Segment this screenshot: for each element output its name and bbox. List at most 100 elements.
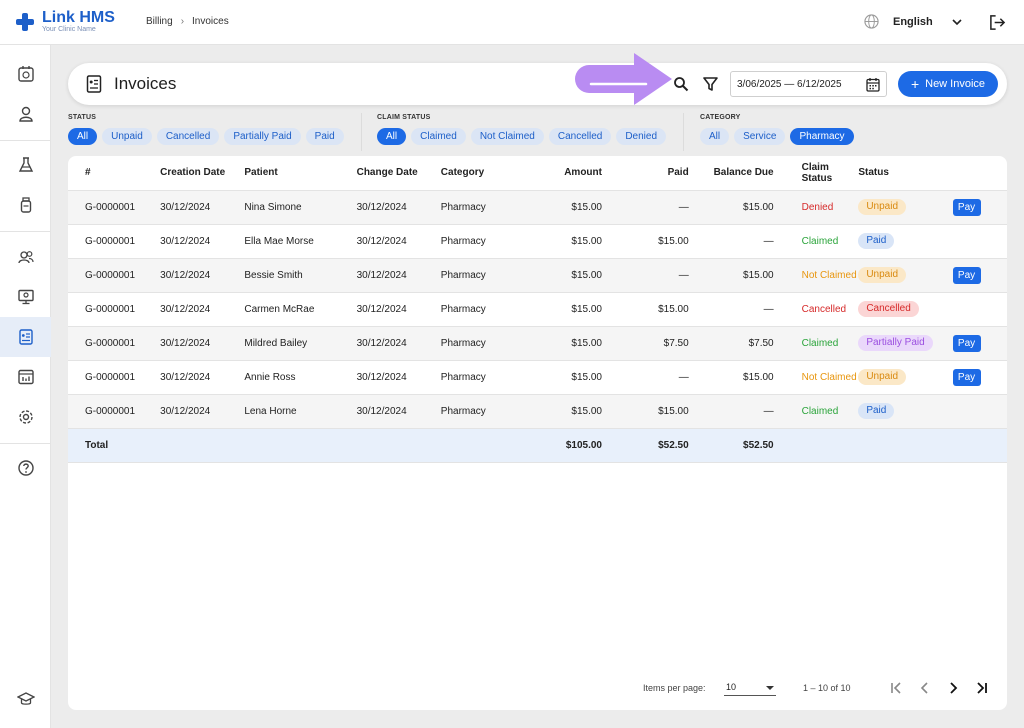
category-filter-label: CATEGORY bbox=[700, 114, 741, 121]
claim-chip-denied[interactable]: Denied bbox=[616, 128, 667, 145]
status-chip-unpaid[interactable]: Unpaid bbox=[102, 128, 152, 145]
sidebar-item-help[interactable] bbox=[0, 448, 51, 488]
logout-icon[interactable] bbox=[989, 14, 1006, 31]
first-page-icon[interactable] bbox=[889, 681, 903, 695]
app-logo[interactable]: Link HMS Your Clinic Name bbox=[16, 10, 115, 34]
pay-button[interactable]: Pay bbox=[952, 198, 981, 216]
total-label: Total bbox=[68, 428, 161, 463]
amount: $15.00 bbox=[524, 360, 602, 395]
invoice-icon bbox=[86, 75, 102, 93]
previous-page-icon[interactable] bbox=[918, 681, 932, 695]
breadcrumb: Billing › Invoices bbox=[146, 16, 229, 27]
table-row[interactable]: G-0000001 30/12/2024 Mildred Bailey 30/12/2… bbox=[68, 326, 1007, 361]
column-header-id[interactable]: # bbox=[68, 156, 161, 191]
sidebar-item-patients[interactable] bbox=[0, 94, 51, 134]
claim-chip-cancelled[interactable]: Cancelled bbox=[548, 128, 612, 145]
sidebar-item-calendar[interactable] bbox=[0, 54, 51, 94]
claim-status: Cancelled bbox=[773, 292, 859, 327]
filter-divider bbox=[361, 113, 362, 151]
sidebar-item-invoices[interactable] bbox=[0, 317, 51, 357]
items-per-page-select[interactable]: 10 bbox=[724, 680, 776, 696]
table-row[interactable]: G-0000001 30/12/2024 Annie Ross 30/12/2024 P… bbox=[68, 360, 1007, 395]
status-chip-cancelled[interactable]: Cancelled bbox=[156, 128, 220, 145]
sidebar-item-learning[interactable] bbox=[0, 679, 51, 719]
table-header-row: # Creation Date Patient Change Date Cate… bbox=[68, 156, 1007, 191]
column-header-amount[interactable]: Amount bbox=[524, 156, 602, 191]
change-date: 30/12/2024 bbox=[356, 394, 441, 429]
sidebar-item-reports[interactable] bbox=[0, 357, 51, 397]
column-header-balance-due[interactable]: Balance Due bbox=[688, 156, 774, 191]
column-header-creation-date[interactable]: Creation Date bbox=[160, 156, 245, 191]
calendar-icon[interactable] bbox=[866, 77, 880, 92]
balance-due: $15.00 bbox=[688, 360, 774, 395]
total-amount: $105.00 bbox=[524, 428, 602, 463]
creation-date: 30/12/2024 bbox=[160, 326, 245, 361]
amount: $15.00 bbox=[524, 190, 602, 225]
claim-status-filter-label: CLAIM STATUS bbox=[377, 114, 431, 121]
patient-name: Nina Simone bbox=[244, 190, 357, 225]
globe-icon bbox=[864, 14, 879, 29]
table-row[interactable]: G-0000001 30/12/2024 Nina Simone 30/12/2024… bbox=[68, 190, 1007, 225]
balance-due: — bbox=[688, 292, 774, 327]
column-header-status[interactable]: Status bbox=[858, 156, 953, 191]
filter-icon[interactable] bbox=[703, 76, 718, 92]
creation-date: 30/12/2024 bbox=[160, 360, 245, 395]
column-header-patient[interactable]: Patient bbox=[244, 156, 357, 191]
claim-chip-claimed[interactable]: Claimed bbox=[411, 128, 466, 145]
balance-due: — bbox=[688, 394, 774, 429]
calendar-icon bbox=[17, 66, 34, 82]
claim-status-filter: CLAIM STATUS All Claimed Not Claimed Can… bbox=[377, 114, 667, 145]
breadcrumb-billing[interactable]: Billing bbox=[146, 16, 173, 27]
status-chip-paid[interactable]: Paid bbox=[305, 128, 344, 145]
claim-chip-not-claimed[interactable]: Not Claimed bbox=[470, 128, 544, 145]
table-row[interactable]: G-0000001 30/12/2024 Ella Mae Morse 30/12/2… bbox=[68, 224, 1007, 259]
table-row[interactable]: G-0000001 30/12/2024 Lena Horne 30/12/2024 P… bbox=[68, 394, 1007, 429]
category: Pharmacy bbox=[440, 190, 525, 225]
sidebar-item-settings[interactable] bbox=[0, 397, 51, 437]
table-row[interactable]: G-0000001 30/12/2024 Carmen McRae 30/12/202… bbox=[68, 292, 1007, 327]
change-date: 30/12/2024 bbox=[356, 224, 441, 259]
paid-amount: $15.00 bbox=[601, 394, 689, 429]
category-filter: CATEGORY All Service Pharmacy bbox=[700, 114, 854, 145]
category-chip-pharmacy[interactable]: Pharmacy bbox=[790, 128, 854, 145]
page-header: Invoices 3/06/2025 — 6/12/2025 + New Inv… bbox=[68, 63, 1007, 105]
column-header-claim-status[interactable]: Claim Status bbox=[773, 156, 859, 191]
next-page-icon[interactable] bbox=[946, 681, 960, 695]
pay-button[interactable]: Pay bbox=[952, 368, 981, 386]
creation-date: 30/12/2024 bbox=[160, 292, 245, 327]
column-header-category[interactable]: Category bbox=[440, 156, 525, 191]
settings-icon bbox=[18, 410, 33, 424]
patient-name: Carmen McRae bbox=[244, 292, 357, 327]
claim-status: Claimed bbox=[773, 394, 859, 429]
paid-amount: $7.50 bbox=[601, 326, 689, 361]
language-selector[interactable]: English bbox=[864, 14, 963, 29]
search-icon[interactable] bbox=[673, 76, 689, 92]
claim-chip-all[interactable]: All bbox=[377, 128, 407, 145]
column-header-change-date[interactable]: Change Date bbox=[356, 156, 441, 191]
date-range-picker[interactable]: 3/06/2025 — 6/12/2025 bbox=[730, 71, 887, 97]
column-header-paid[interactable]: Paid bbox=[601, 156, 689, 191]
last-page-icon[interactable] bbox=[975, 681, 989, 695]
balance-due: — bbox=[688, 224, 774, 259]
status-badge: Paid bbox=[858, 233, 895, 249]
patient-name: Lena Horne bbox=[244, 394, 357, 429]
status-chip-all[interactable]: All bbox=[68, 128, 98, 145]
table-row[interactable]: G-0000001 30/12/2024 Bessie Smith 30/12/202… bbox=[68, 258, 1007, 293]
category-chip-all[interactable]: All bbox=[700, 128, 730, 145]
pay-button[interactable]: Pay bbox=[952, 334, 981, 352]
pay-button[interactable]: Pay bbox=[952, 266, 981, 284]
status-chip-partially-paid[interactable]: Partially Paid bbox=[224, 128, 301, 145]
sidebar-item-monitor[interactable] bbox=[0, 277, 51, 317]
balance-due: $15.00 bbox=[688, 258, 774, 293]
new-invoice-label: New Invoice bbox=[925, 78, 986, 90]
sidebar-item-lab[interactable] bbox=[0, 145, 51, 185]
new-invoice-button[interactable]: + New Invoice bbox=[898, 71, 998, 97]
category-chip-service[interactable]: Service bbox=[734, 128, 786, 145]
flask-icon bbox=[18, 157, 33, 172]
sidebar-item-staff[interactable] bbox=[0, 237, 51, 277]
claim-status: Claimed bbox=[773, 224, 859, 259]
status-badge: Cancelled bbox=[858, 301, 919, 317]
chart-icon bbox=[17, 369, 34, 385]
sidebar-item-pharmacy[interactable] bbox=[0, 185, 51, 225]
invoice-id: G-0000001 bbox=[68, 292, 161, 327]
